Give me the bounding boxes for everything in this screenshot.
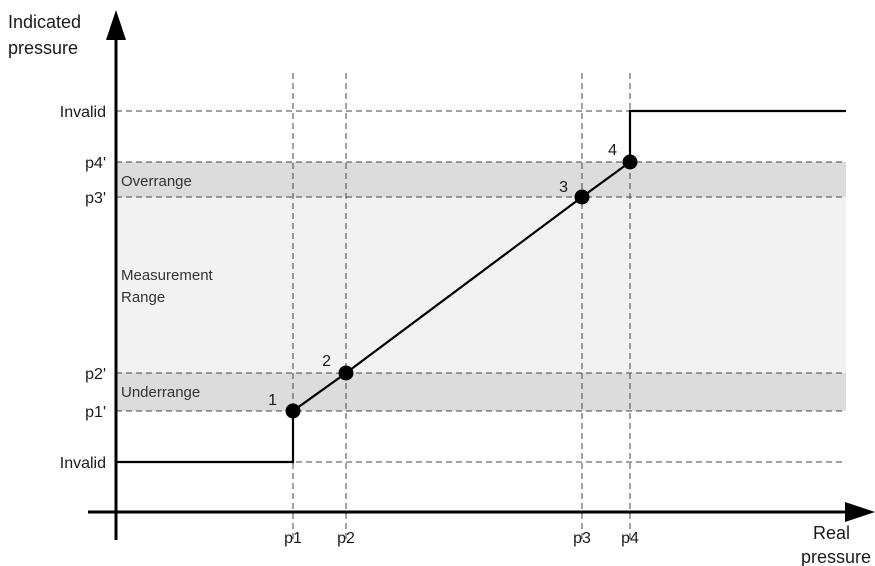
y-label-p2-prime: p2' (85, 366, 106, 383)
point-1-label: 1 (268, 392, 277, 409)
y-label-invalid-low: Invalid (60, 455, 106, 472)
y-label-invalid-high: Invalid (60, 104, 106, 121)
y-axis-arrowhead (106, 10, 126, 40)
point-3-label: 3 (559, 179, 568, 196)
y-label-p1-prime: p1' (85, 404, 106, 421)
x-label-p2: p2 (337, 530, 355, 547)
point-3-marker (574, 189, 590, 205)
overrange-band (116, 162, 846, 197)
x-label-p3: p3 (573, 530, 591, 547)
y-axis-title-line-2: pressure (8, 38, 78, 58)
underrange-band (116, 373, 846, 411)
point-2-marker (338, 365, 354, 381)
underrange-label: Underrange (121, 384, 200, 401)
point-1-marker (285, 403, 301, 419)
y-axis-title-line-1: Indicated (8, 12, 81, 32)
overrange-label: Overrange (121, 173, 192, 190)
measurement-range-label-line-2: Range (121, 289, 165, 306)
point-4-label: 4 (608, 142, 617, 159)
x-label-p1: p1 (284, 530, 302, 547)
measurement-range-band (116, 197, 846, 373)
x-axis-title-line-2: pressure (801, 547, 871, 566)
x-label-p4: p4 (621, 530, 639, 547)
y-label-p3-prime: p3' (85, 190, 106, 207)
y-label-p4-prime: p4' (85, 155, 106, 172)
point-4-marker (622, 154, 638, 170)
x-axis-title-line-1: Real (813, 523, 850, 543)
x-axis-arrowhead (845, 502, 875, 522)
transfer-curve (116, 109, 846, 464)
point-2-label: 2 (322, 353, 331, 370)
measurement-range-label-line-1: Measurement (121, 267, 214, 284)
